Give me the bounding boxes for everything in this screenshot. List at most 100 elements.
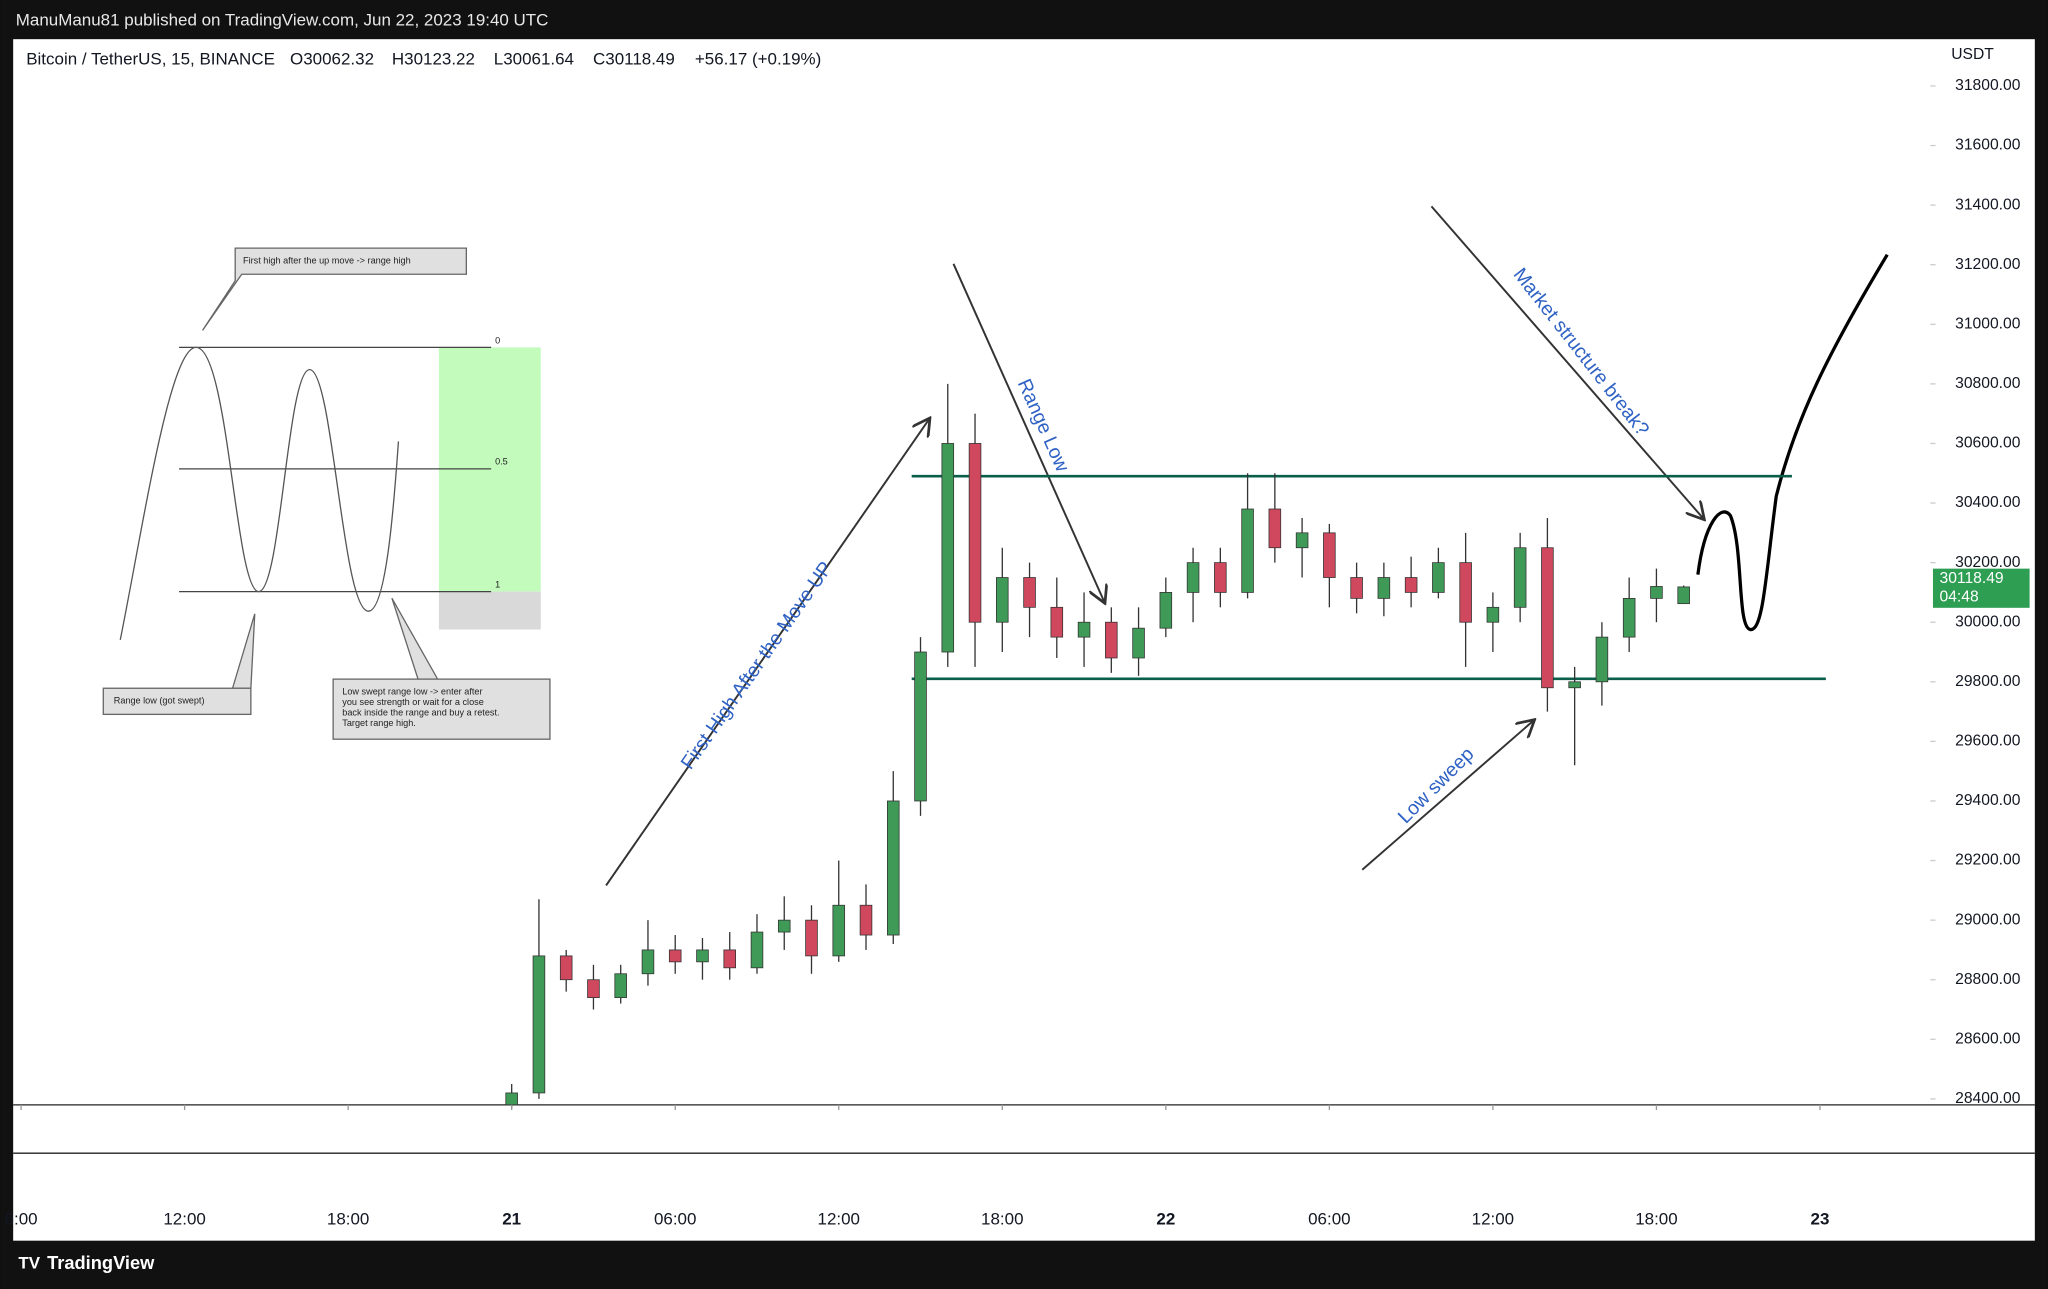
y-tick-label: 29200.00 <box>1955 852 2021 869</box>
candle-body <box>996 577 1009 623</box>
candle-body <box>532 955 546 1094</box>
candle-body <box>1432 562 1445 593</box>
fib-label: 1 <box>495 579 500 589</box>
candle-body <box>1377 577 1391 599</box>
candle-body <box>777 919 791 933</box>
candle-body <box>1295 532 1309 549</box>
y-tick-label: 29000.00 <box>1955 911 2021 928</box>
callout <box>102 687 252 716</box>
candle-body <box>750 931 764 969</box>
candle-body <box>832 904 846 957</box>
y-tick-label: 30200.00 <box>1955 554 2021 571</box>
inset: 0 0.5 1 First high after the up move -> … <box>102 247 551 740</box>
x-tick-label: 22 <box>1156 1209 1175 1228</box>
candle-body <box>614 973 627 998</box>
sketch-curve <box>119 346 400 641</box>
x-tick-label: 18:00 <box>327 1209 369 1228</box>
ohlc-label: +56.17 (+0.19%) <box>695 50 821 69</box>
candle-body <box>1023 577 1036 608</box>
price-label: 30118.49 <box>1939 570 2003 587</box>
candle-body <box>1214 562 1227 593</box>
candle-body <box>968 443 982 623</box>
candle-body <box>723 949 736 969</box>
x-tick-label: 12:00 <box>818 1209 860 1228</box>
y-tick-label: 31200.00 <box>1955 256 2021 273</box>
candle-body <box>1077 621 1091 638</box>
candle-body <box>1132 627 1145 659</box>
x-tick-label: 21 <box>502 1209 521 1228</box>
candle-body <box>1350 577 1363 599</box>
candle-body <box>1459 562 1472 623</box>
candle-body <box>1105 621 1118 659</box>
callout-text: Range low (got swept) <box>114 696 205 706</box>
y-tick-label: 28600.00 <box>1955 1030 2021 1047</box>
candle-body <box>668 949 682 963</box>
candle-body <box>1541 547 1554 689</box>
callout-text: back inside the range and buy a retest. <box>342 707 499 717</box>
candle-body <box>1404 577 1418 593</box>
x-tick-label: 23 <box>1811 1209 1830 1228</box>
countdown: 04:48 <box>1939 589 1978 606</box>
candle-body <box>1186 562 1200 593</box>
candle-body <box>1268 508 1282 549</box>
y-tick-label: 28800.00 <box>1955 971 2021 988</box>
arrow <box>605 418 930 887</box>
publisher: ManuManu81 published on TradingView.com,… <box>16 10 549 29</box>
price-tag <box>1932 568 2030 608</box>
candle-body <box>1622 597 1636 638</box>
x-tick-label: 12:00 <box>1472 1209 1514 1228</box>
fib-label: 0.5 <box>495 457 508 467</box>
arrow <box>1361 720 1534 871</box>
candle-body <box>859 904 873 936</box>
candle-body <box>1513 547 1527 608</box>
callout <box>201 247 468 331</box>
ohlc-label: C30118.49 <box>593 50 675 69</box>
brand: TradingView <box>47 1252 155 1273</box>
y-tick-label: 30000.00 <box>1955 613 2021 630</box>
candle-body <box>587 979 600 998</box>
candle-body <box>1486 606 1500 623</box>
y-tick-label: 30800.00 <box>1955 375 2021 392</box>
x-tick-label: 18:00 <box>981 1209 1023 1228</box>
candle-body <box>1677 586 1690 605</box>
candle-body <box>941 443 955 653</box>
ohlc-label: H30123.22 <box>392 50 475 69</box>
candle-body <box>1241 508 1254 593</box>
candle-body <box>559 955 573 981</box>
candle-body <box>1650 586 1663 599</box>
y-tick-label: 31400.00 <box>1955 196 2021 213</box>
callout <box>332 678 551 740</box>
candle-body <box>1159 592 1173 629</box>
candle-body <box>914 651 927 802</box>
fib-label: 0 <box>495 335 500 345</box>
candle-body <box>1323 532 1336 578</box>
y-tick-label: 29600.00 <box>1955 733 2021 750</box>
x-tick-label: 18:00 <box>1635 1209 1677 1228</box>
x-tick-label: 12:00 <box>163 1209 205 1228</box>
y-tick-label: 30400.00 <box>1955 494 2021 511</box>
y-tick-label: 30600.00 <box>1955 435 2021 452</box>
candle-body <box>1568 681 1581 689</box>
callout-text: First high after the up move -> range hi… <box>243 256 411 266</box>
candle-body <box>641 949 655 975</box>
candle-body <box>886 800 900 936</box>
y-tick-label: 31600.00 <box>1955 137 2021 154</box>
x-tick-label: 6:00 <box>5 1209 38 1228</box>
callout-text: you see strength or wait for a close <box>342 697 484 707</box>
candle-body <box>505 1092 518 1106</box>
candle-body <box>1595 636 1609 683</box>
brand-logo: TV <box>18 1254 40 1273</box>
chart-area <box>13 39 2035 1241</box>
y-tick-label: 31000.00 <box>1955 315 2021 332</box>
x-tick-label: 06:00 <box>654 1209 696 1228</box>
x-tick-label: 06:00 <box>1308 1209 1350 1228</box>
callout-text: Target range high. <box>342 718 416 728</box>
y-tick-label: 29800.00 <box>1955 673 2021 690</box>
candle-body <box>696 949 709 963</box>
candle-body <box>1050 606 1064 638</box>
y-unit: USDT <box>1951 46 1994 63</box>
y-tick-label: 29400.00 <box>1955 792 2021 809</box>
y-tick-label: 31800.00 <box>1955 77 2021 94</box>
